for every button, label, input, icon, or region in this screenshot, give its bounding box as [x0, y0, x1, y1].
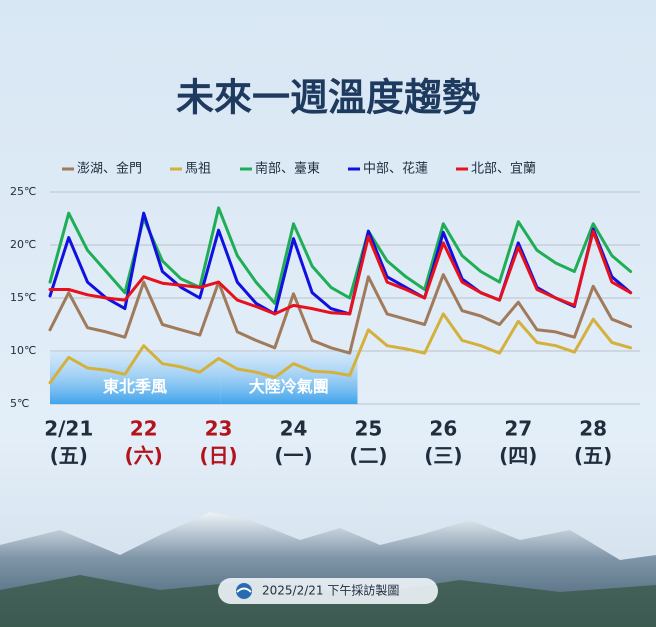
legend-label: 南部、臺東 — [255, 161, 320, 177]
y-tick-label: 25℃ — [10, 185, 36, 198]
series-line — [48, 312, 633, 385]
x-tick-weekday: (六) — [125, 444, 163, 468]
y-tick-label: 20℃ — [10, 238, 36, 251]
annotation-label: 大陸冷氣團 — [249, 377, 329, 396]
y-tick-label: 15℃ — [10, 291, 36, 304]
series-line — [48, 273, 633, 355]
annotation-band — [220, 351, 358, 404]
x-tick-weekday: (二) — [349, 444, 387, 468]
logo-mark — [236, 587, 252, 593]
legend-label: 北部、宜蘭 — [471, 161, 536, 177]
x-tick-weekday: (三) — [424, 444, 462, 468]
x-tick-label: 22 — [130, 417, 158, 441]
x-tick-label: 27 — [504, 417, 532, 441]
annotation-label: 東北季風 — [103, 377, 167, 396]
x-tick-weekday: (五) — [574, 444, 612, 468]
y-tick-label: 10℃ — [10, 344, 36, 357]
footer-text: 2025/2/21 下午採訪製圖 — [262, 583, 399, 598]
y-tick-label: 5℃ — [10, 397, 29, 410]
x-tick-label: 24 — [280, 417, 308, 441]
logo — [236, 583, 252, 599]
x-tick-weekday: (五) — [50, 444, 88, 468]
legend-label: 澎湖、金門 — [77, 161, 142, 177]
x-tick-weekday: (一) — [274, 444, 312, 468]
x-tick-label: 26 — [429, 417, 457, 441]
x-tick-label: 23 — [205, 417, 233, 441]
x-tick-weekday: (日) — [199, 444, 237, 468]
x-tick-weekday: (四) — [499, 444, 537, 468]
x-tick-label: 28 — [579, 417, 607, 441]
series-line — [48, 229, 633, 316]
x-tick-label: 25 — [354, 417, 382, 441]
footer-pill — [218, 578, 438, 604]
legend-label: 中部、花蓮 — [363, 161, 428, 177]
chart-title: 未來一週溫度趨勢 — [176, 76, 480, 120]
legend-label: 馬祖 — [185, 162, 211, 177]
x-tick-label: 2/21 — [44, 417, 93, 441]
